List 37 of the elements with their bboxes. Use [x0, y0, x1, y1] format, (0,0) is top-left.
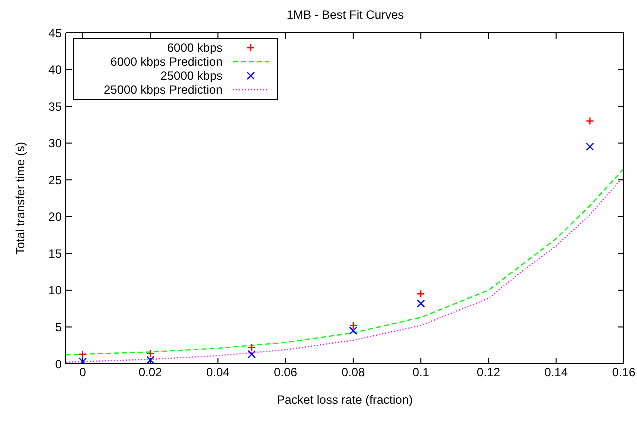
y-tick-label: 45 — [48, 26, 62, 40]
point — [248, 350, 256, 359]
x-tick-label: 0.08 — [342, 366, 366, 380]
y-tick-label: 40 — [48, 63, 62, 78]
legend-label: 25000 kbps — [160, 69, 223, 83]
x-tick-label: 0.02 — [138, 366, 163, 380]
legend-label: 6000 kbps Prediction — [110, 55, 223, 69]
point — [349, 326, 358, 335]
x-axis-title: Packet loss rate (fraction) — [276, 393, 414, 407]
point — [78, 358, 88, 364]
x-tick-label: 0.1 — [412, 366, 430, 380]
point — [248, 344, 256, 352]
point — [416, 300, 426, 308]
point — [146, 356, 155, 364]
y-tick-label: 20 — [48, 210, 62, 224]
x-tick-label: 0.06 — [274, 366, 298, 380]
point — [78, 350, 88, 359]
y-tick-label: 35 — [48, 100, 62, 114]
point — [416, 290, 426, 298]
x-tick-label: 0 — [80, 366, 87, 380]
x-tick-label: 0.04 — [206, 366, 230, 380]
point — [146, 350, 155, 358]
y-tick-label: 15 — [48, 246, 62, 261]
x-tick-label: 0.14 — [544, 366, 568, 380]
legend-label: 25000 kbps Prediction — [104, 83, 223, 97]
y-axis-title: Total transfer time (s) — [13, 142, 28, 255]
legend-label: 6000 kbps — [167, 41, 223, 55]
x-tick-label: 0.16 — [612, 366, 636, 380]
point — [349, 322, 358, 330]
point — [586, 117, 594, 126]
chart-title: 1MB - Best Fit Curves — [286, 8, 406, 22]
x-tick-label: 0.12 — [477, 366, 501, 380]
y-tick-label: 25 — [48, 173, 62, 188]
y-tick-label: 30 — [48, 136, 62, 151]
point — [586, 142, 594, 152]
y-tick-label: 10 — [48, 284, 62, 298]
y-tick-label: 5 — [55, 320, 62, 334]
